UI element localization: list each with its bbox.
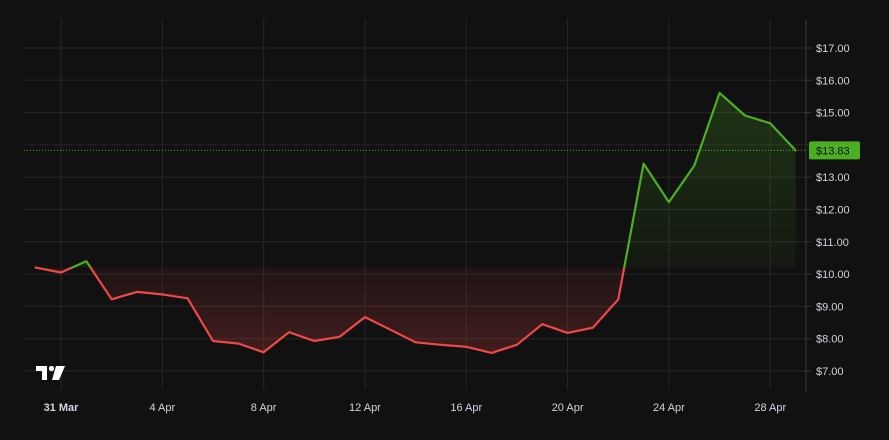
price-tick-label: $7.00 <box>816 366 844 378</box>
time-tick-label: 4 Apr <box>149 402 175 414</box>
price-tick-label: $12.00 <box>816 205 850 217</box>
price-line <box>34 91 797 354</box>
area-fills <box>35 92 796 353</box>
area-fill-above-baseline <box>624 92 796 268</box>
price-tick-label: $11.00 <box>816 237 849 249</box>
price-tick-label: $10.00 <box>816 269 850 281</box>
price-axis: $7.00 $8.00 $9.00 $10.00 $11.00 $12.00 $13.00 $… <box>806 43 850 378</box>
logo-part <box>52 366 65 380</box>
price-tick-label: $9.00 <box>816 301 844 313</box>
price-line-up-segment <box>70 260 92 269</box>
time-tick-label: 24 Apr <box>653 402 685 414</box>
price-line-down-segment <box>34 266 73 274</box>
tradingview-logo-icon[interactable] <box>36 365 65 380</box>
price-tick-label: $8.00 <box>816 334 844 346</box>
current-price-label: $13.83 <box>816 145 850 157</box>
current-price-tag-bg <box>809 141 860 160</box>
logo-part <box>48 365 55 372</box>
area-fill-below-baseline <box>90 267 625 353</box>
time-tick-label: 20 Apr <box>552 402 584 414</box>
price-line-up-segment <box>623 91 797 269</box>
price-tick-label: $15.00 <box>816 108 850 120</box>
price-tick-label: $13.00 <box>816 172 850 184</box>
time-tick-label: 12 Apr <box>349 402 381 414</box>
time-tick-label: 31 Mar <box>44 402 80 414</box>
logo-part <box>36 366 47 380</box>
time-axis: 31 Mar 4 Apr 8 Apr 12 Apr 16 Apr 20 Apr 24 Apr… <box>44 402 787 414</box>
time-tick-label: 8 Apr <box>251 402 277 414</box>
price-line-down-segment <box>89 266 626 354</box>
price-tick-label: $16.00 <box>816 75 850 87</box>
price-tick-label: $17.00 <box>816 43 850 55</box>
time-tick-label: 28 Apr <box>754 402 786 414</box>
current-price-tag: $13.83 <box>809 141 860 160</box>
time-tick-label: 16 Apr <box>450 402 482 414</box>
